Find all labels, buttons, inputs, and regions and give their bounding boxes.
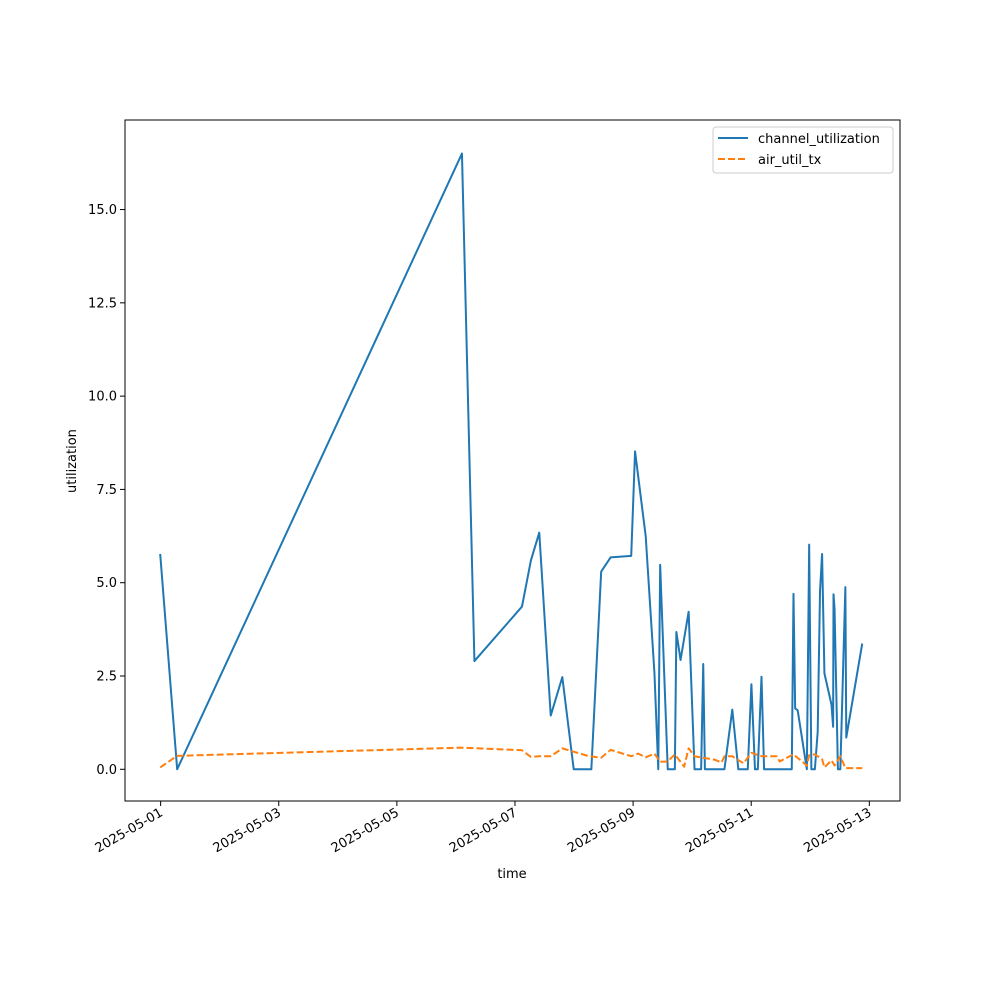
legend: channel_utilization air_util_tx: [712, 126, 894, 174]
series-line-air-util-tx: [159, 746, 863, 770]
legend-label-air-util-tx: air_util_tx: [758, 153, 822, 168]
y-tick-label: 7.5: [96, 483, 117, 498]
plot-lines: [159, 152, 864, 771]
y-tick-label: 2.5: [96, 669, 117, 684]
y-tick-label: 15.0: [88, 203, 117, 218]
y-tick-label: 12.5: [88, 296, 117, 311]
y-tick-label: 5.0: [96, 576, 117, 591]
y-axis-ticks: 0.0 2.5 5.0 7.5 10.0 12.5 15.0: [88, 203, 125, 778]
x-axis-label: time: [497, 867, 526, 882]
y-tick-label: 0.0: [96, 763, 117, 778]
legend-label-channel-utilization: channel_utilization: [758, 132, 880, 147]
plot-frame: [124, 119, 901, 802]
y-tick-label: 10.0: [88, 390, 117, 405]
legend-box: [712, 126, 894, 174]
y-axis-label: utilization: [65, 429, 80, 493]
series-line-channel-utilization: [159, 152, 864, 771]
